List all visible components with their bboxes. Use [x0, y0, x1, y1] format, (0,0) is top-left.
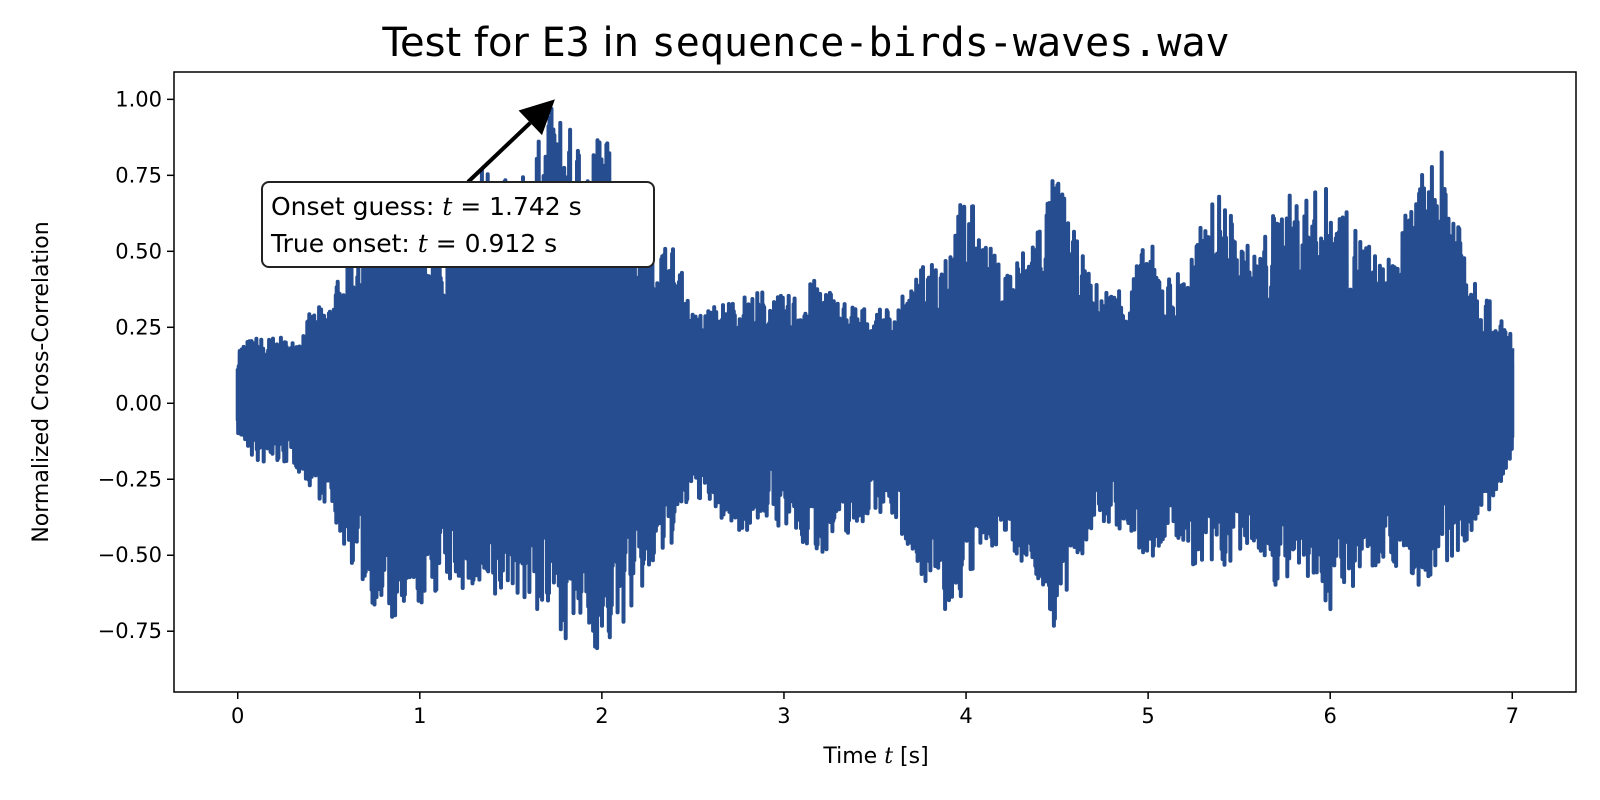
annotation-line1-value: = 1.742 s [452, 192, 581, 221]
xlabel-var: t [884, 744, 893, 769]
y-tick-label: 0.75 [115, 163, 162, 187]
x-axis-ticks: 0 1 2 3 4 5 6 7 [231, 692, 1519, 728]
y-tick-label: −0.25 [98, 467, 162, 491]
y-axis-label: Normalized Cross-Correlation [29, 221, 54, 542]
title-prefix: Test for [381, 20, 541, 66]
annotation-line2-value: = 0.912 s [428, 229, 557, 258]
onset-annotation: Onset guess: t = 1.742 s True onset: t =… [261, 99, 655, 268]
annotation-line1-prefix: Onset guess: [271, 192, 442, 221]
xlabel-prefix: Time [822, 744, 884, 769]
annotation-line2-prefix: True onset: [270, 229, 418, 258]
plot-frame [173, 71, 1577, 693]
chart-title: Test for E3 in sequence-birds-waves.wav [381, 20, 1229, 66]
x-tick-label: 3 [777, 704, 790, 728]
annotation-box [261, 181, 655, 268]
y-tick-label: 0.00 [115, 391, 162, 415]
x-tick-label: 7 [1506, 704, 1519, 728]
x-tick-label: 5 [1141, 704, 1154, 728]
y-tick-label: 1.00 [115, 87, 162, 111]
title-mid: in [590, 20, 652, 66]
annotation-line-onset-guess: Onset guess: t = 1.742 s [271, 192, 582, 221]
x-tick-label: 6 [1324, 704, 1337, 728]
y-tick-label: −0.50 [98, 543, 162, 567]
y-tick-label: 0.25 [115, 315, 162, 339]
annotation-arrow-head [518, 99, 555, 136]
x-tick-label: 2 [595, 704, 608, 728]
annotation-arrow-shaft [466, 121, 532, 184]
y-tick-label: −0.75 [98, 619, 162, 643]
x-tick-label: 4 [959, 704, 972, 728]
y-axis-ticks: 1.00 0.75 0.50 0.25 0.00 −0.25 −0.50 −0.75 [98, 87, 174, 643]
title-code-e3: E3 [542, 20, 590, 66]
x-tick-label: 0 [231, 704, 244, 728]
x-axis-label: Time t [s] [822, 744, 928, 769]
x-tick-label: 1 [413, 704, 426, 728]
title-code-filename: sequence-birds-waves.wav [652, 20, 1230, 66]
annotation-line2-var: t [418, 229, 429, 258]
annotation-line-true-onset: True onset: t = 0.912 s [270, 229, 557, 258]
annotation-line1-var: t [442, 192, 453, 221]
xlabel-suffix: [s] [893, 744, 929, 769]
y-tick-label: 0.50 [115, 239, 162, 263]
